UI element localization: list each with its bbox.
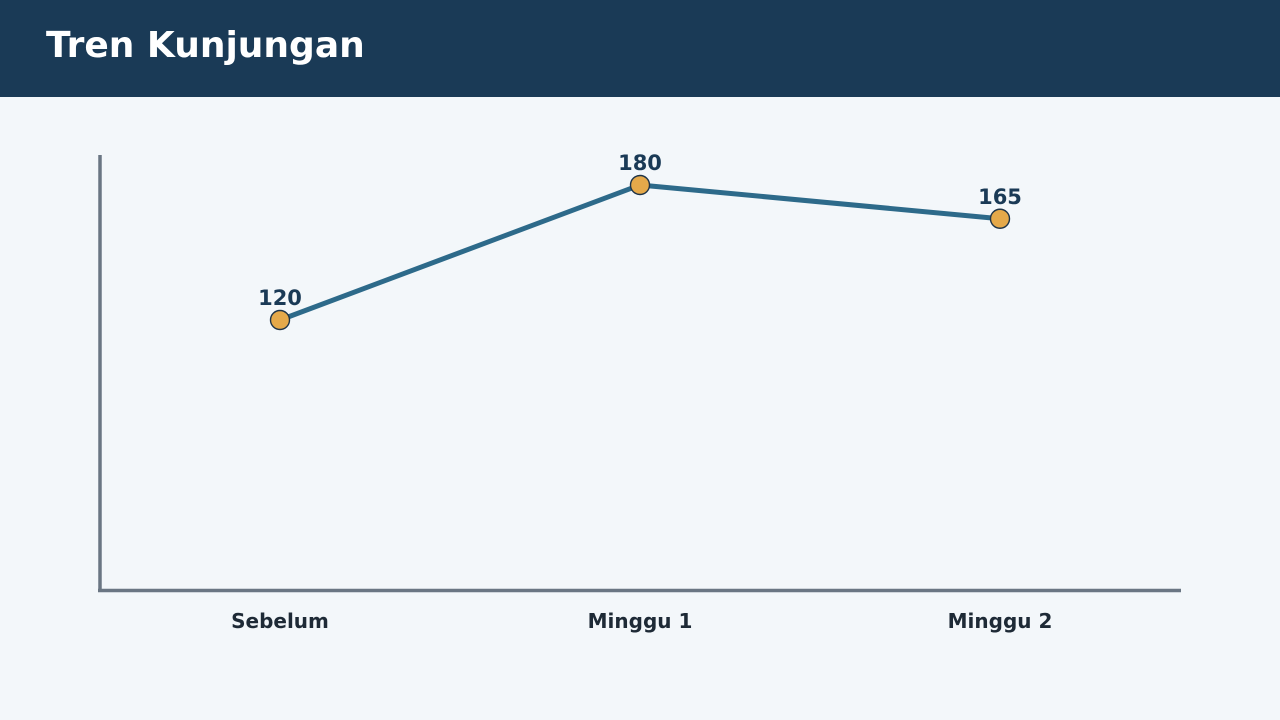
x-tick-label: Minggu 2 xyxy=(948,609,1053,633)
series-line xyxy=(277,182,1003,323)
page-title: Tren Kunjungan xyxy=(46,25,365,66)
x-tick-label: Sebelum xyxy=(231,609,329,633)
data-point xyxy=(989,208,1011,229)
data-label: 180 xyxy=(618,151,662,175)
data-point xyxy=(269,309,291,331)
labels-layer: 120 180 165 Sebelum Minggu 1 Minggu 2 xyxy=(231,151,1052,633)
header-bar: Tren Kunjungan xyxy=(0,0,1280,97)
data-label: 120 xyxy=(258,286,302,310)
x-tick-label: Minggu 1 xyxy=(588,609,693,633)
series-layer xyxy=(269,174,1011,331)
data-label: 165 xyxy=(978,185,1022,209)
data-point xyxy=(629,174,651,196)
